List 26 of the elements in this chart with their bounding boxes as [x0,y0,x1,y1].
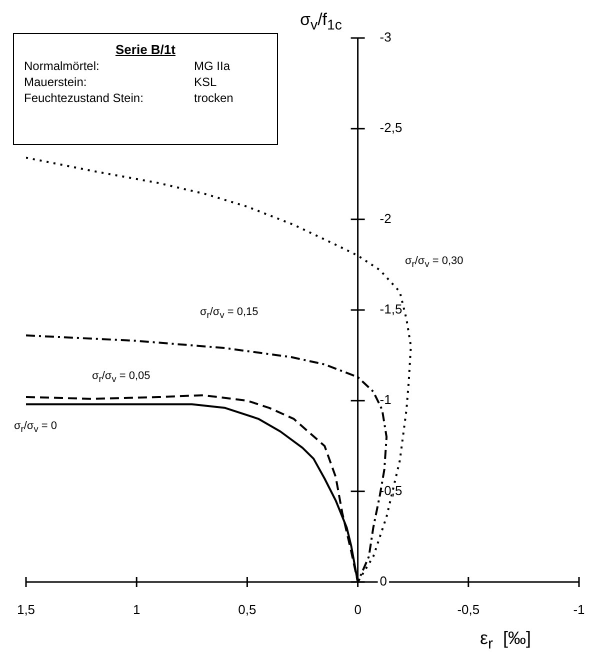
y-tick-label: -2 [380,210,392,226]
text: σ$_{r}$/σ$_{v}$ = 0,15 [200,306,258,320]
annotation: Feuchtezustand Stein: [24,91,144,105]
annotation: Mauerstein: [24,75,88,89]
annotation: trocken [194,91,234,105]
x-tick-label: -0,5 [457,602,480,618]
annotation: KSL [194,75,217,89]
x-tick-label: 1,5 [16,602,36,618]
series-label: σ$_{r}$/σ$_{v}$ = 0,05 [92,370,150,384]
annotation: Normalmörtel: [24,59,100,73]
y-tick-label: -3 [380,30,392,45]
x-tick-label: 1 [132,602,140,618]
y-tick-label: -0,5 [380,482,402,498]
y-tick-label: -1 [380,392,392,408]
x-tick-label: 0 [354,602,362,618]
series-label: σ$_{r}$/σ$_{v}$ = 0,30 [405,255,464,270]
chart-title: Serie B/1t [114,42,176,57]
x-tick-label: -1 [573,602,585,618]
series-label: σ$_{r}$/σ$_{v}$ = 0 [14,420,57,434]
y-tick-label: -2,5 [380,120,402,136]
annotation: MG IIa [194,59,230,73]
x-axis-title: ε$_{r}$ [‰] [480,628,532,653]
x-tick-label: 0,5 [238,602,256,618]
y-tick-label: 0 [380,574,388,589]
y-axis-title: σ$_{v}$/f$_{1c}$ [300,10,342,34]
y-tick-label: -1,5 [380,302,402,317]
